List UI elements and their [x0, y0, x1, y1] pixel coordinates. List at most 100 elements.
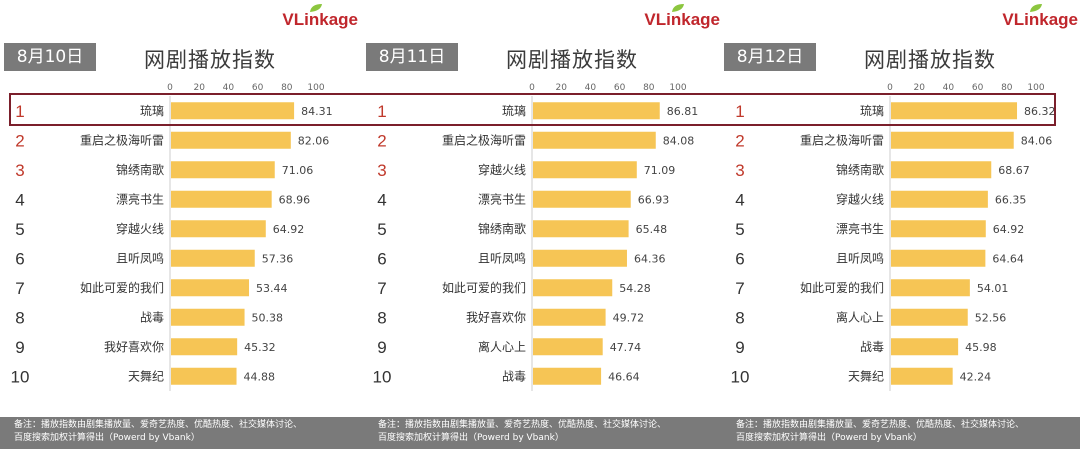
data-label: 44.88: [244, 370, 275, 383]
rank-number: 8: [735, 308, 744, 327]
x-tick-label: 60: [252, 83, 264, 93]
bar: [533, 338, 603, 356]
date-label: 8月11日: [366, 43, 458, 71]
chart-panel-2: VLinkage 8月11日 网剧播放指数 0 20 40 60 80 100 1 琉璃 86.81 2…: [366, 0, 722, 416]
bar: [533, 249, 627, 267]
data-label: 57.36: [262, 252, 294, 265]
bar: [533, 367, 602, 385]
x-tick-label: 40: [943, 83, 955, 93]
rank-number: 4: [377, 190, 386, 209]
bar: [533, 220, 629, 238]
rank-number: 6: [15, 249, 24, 268]
category-label: 天舞纪: [128, 369, 164, 383]
x-tick-label: 100: [669, 83, 686, 93]
x-tick-label: 20: [555, 83, 567, 93]
data-label: 54.01: [977, 282, 1009, 295]
data-label: 50.38: [252, 311, 284, 324]
logo-text: VL: [1002, 10, 1025, 29]
bar: [533, 279, 613, 297]
bar: [171, 102, 295, 120]
top-rank-highlight-box: [9, 93, 1056, 126]
data-label: 64.92: [993, 223, 1025, 236]
data-label: 86.81: [667, 105, 699, 118]
leaf-icon: [310, 4, 323, 12]
rank-number: 6: [377, 249, 386, 268]
data-label: 47.74: [610, 341, 642, 354]
bar: [171, 131, 291, 149]
data-label: 64.64: [992, 252, 1024, 265]
category-label: 琉璃: [140, 104, 164, 118]
category-label: 且听凤鸣: [478, 250, 526, 265]
category-label: 且听凤鸣: [116, 250, 164, 265]
rank-number: 1: [735, 102, 744, 121]
data-label: 53.44: [256, 282, 288, 295]
x-tick-label: 40: [223, 83, 235, 93]
data-label: 42.24: [960, 370, 992, 383]
logo-text: i: [666, 10, 671, 29]
rank-number: 6: [735, 249, 744, 268]
data-label: 49.72: [613, 311, 645, 324]
data-label: 64.92: [273, 223, 305, 236]
rank-number: 3: [735, 161, 744, 180]
category-label: 锦绣南歌: [836, 162, 884, 177]
rank-number: 7: [377, 279, 386, 298]
rank-number: 3: [15, 161, 24, 180]
bar: [171, 308, 245, 326]
data-label: 45.32: [244, 341, 276, 354]
bar: [891, 131, 1014, 149]
data-label: 46.64: [608, 370, 640, 383]
category-label: 如此可爱的我们: [80, 280, 164, 295]
x-tick-label: 0: [529, 83, 535, 93]
rank-number: 10: [731, 367, 750, 386]
bar: [533, 131, 656, 149]
category-label: 琉璃: [502, 104, 526, 118]
bar: [891, 102, 1018, 120]
footer-note-2: 备注：播放指数由剧集播放量、爱奇艺热度、优酷热度、社交媒体讨论、 百度搜索加权计…: [378, 420, 667, 443]
rank-number: 8: [377, 308, 386, 327]
data-label: 71.09: [644, 164, 676, 177]
vlinkage-logo: VLinkage: [644, 4, 720, 30]
x-tick-label: 100: [1027, 83, 1044, 93]
bar: [171, 161, 275, 179]
x-tick-label: 80: [281, 83, 293, 93]
bar: [171, 279, 250, 297]
category-label: 锦绣南歌: [116, 162, 164, 177]
data-label: 84.31: [301, 105, 333, 118]
logo-text: nkage: [1028, 10, 1078, 29]
data-label: 66.35: [995, 193, 1027, 206]
logo-text: VL: [282, 10, 305, 29]
x-tick-label: 20: [193, 83, 205, 93]
category-label: 锦绣南歌: [478, 221, 526, 236]
date-label: 8月10日: [4, 43, 96, 71]
category-label: 重启之极海听雷: [800, 132, 884, 147]
data-label: 65.48: [636, 223, 668, 236]
rank-number: 7: [15, 279, 24, 298]
rank-number: 9: [15, 338, 24, 357]
rank-number: 5: [15, 220, 24, 239]
rank-number: 9: [735, 338, 744, 357]
chart-title: 网剧播放指数: [506, 48, 638, 72]
logo-text: i: [304, 10, 309, 29]
logo-text: VL: [644, 10, 667, 29]
rank-number: 2: [735, 131, 744, 150]
category-label: 战毒: [860, 340, 884, 354]
category-label: 战毒: [502, 369, 526, 383]
rank-number: 1: [15, 102, 24, 121]
data-label: 68.67: [998, 164, 1030, 177]
chart-title: 网剧播放指数: [144, 48, 276, 72]
bar: [891, 367, 953, 385]
rank-number: 10: [11, 367, 30, 386]
data-label: 54.28: [619, 282, 651, 295]
chart-panel-3: VLinkage 8月12日 网剧播放指数 0 20 40 60 80 100 1 琉璃 86.32 2…: [724, 0, 1080, 416]
rank-number: 1: [377, 102, 386, 121]
bar: [533, 102, 660, 120]
bar: [171, 338, 238, 356]
bar: [171, 249, 255, 267]
category-label: 战毒: [140, 310, 164, 324]
leaf-icon: [1030, 4, 1043, 12]
logo-text: nkage: [308, 10, 358, 29]
x-tick-label: 0: [167, 83, 173, 93]
bar: [533, 308, 606, 326]
